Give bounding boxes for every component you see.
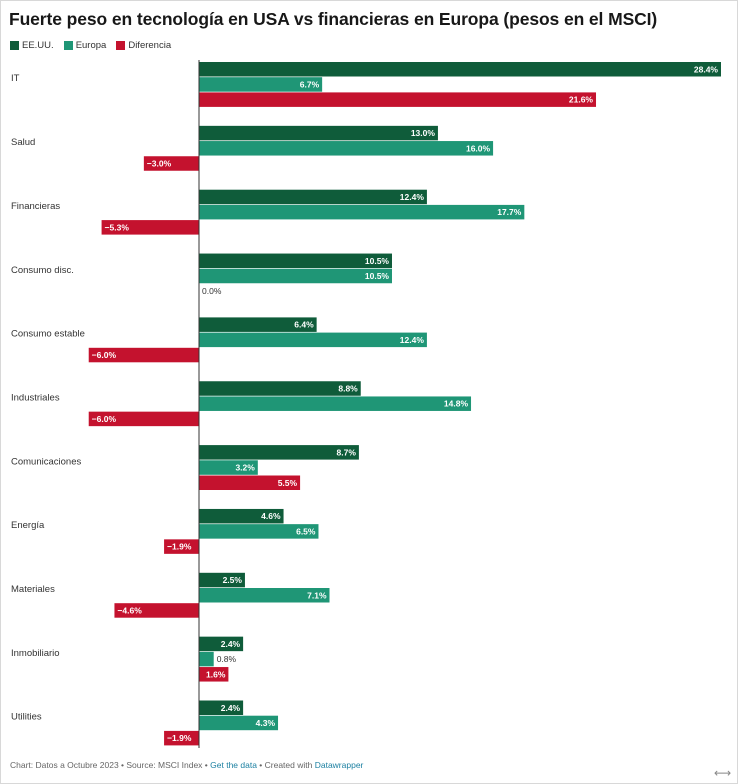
value-label-us-consumo-disc: 10.5% xyxy=(365,256,390,266)
bar-europe-energia xyxy=(199,524,319,539)
category-label-consumo-disc: Consumo disc. xyxy=(11,265,74,276)
legend-item-us: EE.UU. xyxy=(10,40,54,51)
bar-us-consumo-disc xyxy=(199,253,392,269)
category-label-comunicaciones: Comunicaciones xyxy=(11,456,81,467)
bar-us-utilities xyxy=(199,700,244,715)
value-label-us-it: 28.4% xyxy=(694,64,719,74)
bar-europe-utilities xyxy=(199,715,279,731)
bar-difference-energia xyxy=(164,539,199,554)
value-label-europe-materiales: 7.1% xyxy=(307,590,327,600)
value-label-difference-it: 21.6% xyxy=(569,95,594,105)
bar-difference-comunicaciones xyxy=(199,475,301,490)
legend-label-us: EE.UU. xyxy=(22,40,54,51)
bar-us-consumo-estable xyxy=(199,317,317,332)
value-label-europe-industriales: 14.8% xyxy=(444,399,469,409)
value-label-difference-inmobiliario: 1.6% xyxy=(206,669,226,679)
category-label-industriales: Industriales xyxy=(11,392,60,403)
legend-item-difference: Diferencia xyxy=(116,40,171,51)
legend-swatch-us xyxy=(10,41,19,50)
value-label-us-financieras: 12.4% xyxy=(400,192,425,202)
bar-us-energia xyxy=(199,508,284,524)
bar-difference-industriales xyxy=(88,411,199,427)
value-label-difference-comunicaciones: 5.5% xyxy=(278,478,298,488)
legend-label-difference: Diferencia xyxy=(128,40,172,51)
category-label-consumo-estable: Consumo estable xyxy=(11,329,85,340)
value-label-difference-consumo-disc: 0.0% xyxy=(202,286,222,296)
value-label-europe-utilities: 4.3% xyxy=(256,718,276,728)
bar-difference-financieras xyxy=(101,220,199,235)
bar-us-industriales xyxy=(199,381,361,396)
value-label-europe-financieras: 17.7% xyxy=(497,207,522,217)
value-label-difference-energia: −1.9% xyxy=(167,542,192,552)
value-label-difference-consumo-estable: −6.0% xyxy=(92,350,117,360)
chart-title: Fuerte peso en tecnología en USA vs fina… xyxy=(9,9,658,29)
value-label-us-consumo-estable: 6.4% xyxy=(294,320,314,330)
legend-swatch-difference xyxy=(116,41,126,50)
bar-europe-consumo-disc xyxy=(199,268,392,284)
category-label-energia: Energía xyxy=(11,520,45,531)
value-label-europe-salud: 16.0% xyxy=(466,143,491,153)
value-label-europe-comunicaciones: 3.2% xyxy=(235,463,255,473)
bar-difference-utilities xyxy=(164,730,199,746)
bar-europe-industriales xyxy=(199,396,472,411)
value-label-us-utilities: 2.4% xyxy=(221,703,241,713)
legend-item-europe: Europa xyxy=(63,40,107,51)
bar-us-salud xyxy=(199,125,438,141)
bar-europe-consumo-estable xyxy=(199,332,427,348)
bar-difference-it xyxy=(199,92,597,107)
resize-icon[interactable]: ⟷ xyxy=(714,766,732,780)
category-label-it: IT xyxy=(11,73,20,84)
value-label-difference-industriales: −6.0% xyxy=(92,414,117,424)
bar-difference-consumo-estable xyxy=(88,347,199,363)
value-label-europe-consumo-disc: 10.5% xyxy=(365,271,390,281)
get-the-data-link[interactable]: Get the data xyxy=(210,760,257,770)
legend-label-europe: Europa xyxy=(75,40,107,51)
value-label-europe-inmobiliario: 0.8% xyxy=(217,654,237,664)
value-label-difference-salud: −3.0% xyxy=(147,159,172,169)
bar-difference-salud xyxy=(143,156,199,171)
category-label-financieras: Financieras xyxy=(11,201,60,212)
bar-europe-salud xyxy=(199,141,494,156)
value-label-difference-financieras: −5.3% xyxy=(105,222,130,232)
value-label-us-industriales: 8.8% xyxy=(338,384,358,394)
bar-us-it xyxy=(199,62,721,77)
value-label-us-salud: 13.0% xyxy=(411,128,436,138)
footer-created: • Created with xyxy=(256,760,315,770)
bar-us-inmobiliario xyxy=(199,636,244,652)
value-label-us-inmobiliario: 2.4% xyxy=(221,639,241,649)
datawrapper-link[interactable]: Datawrapper xyxy=(314,760,364,770)
bar-europe-financieras xyxy=(199,204,525,220)
legend: EE.UU. Europa Diferencia xyxy=(10,40,171,51)
footer-source: Chart: Datos a Octubre 2023 • Source: MS… xyxy=(10,760,211,770)
value-label-us-comunicaciones: 8.7% xyxy=(337,447,357,457)
chart-footer: Chart: Datos a Octubre 2023 • Source: MS… xyxy=(10,760,363,770)
category-label-utilities: Utilities xyxy=(11,712,42,723)
bar-us-materiales xyxy=(199,572,245,588)
bar-difference-materiales xyxy=(114,603,199,618)
bar-europe-comunicaciones xyxy=(199,460,258,475)
category-label-inmobiliario: Inmobiliario xyxy=(11,648,60,659)
value-label-us-materiales: 2.5% xyxy=(223,575,243,585)
bar-us-financieras xyxy=(199,189,427,205)
value-label-difference-utilities: −1.9% xyxy=(167,733,192,743)
value-label-us-energia: 4.6% xyxy=(261,511,281,521)
bar-difference-inmobiliario xyxy=(199,667,229,682)
bar-europe-it xyxy=(199,77,323,92)
bar-us-comunicaciones xyxy=(199,445,359,460)
bar-europe-materiales xyxy=(199,588,330,603)
legend-swatch-europe xyxy=(63,41,73,50)
category-label-salud: Salud xyxy=(11,137,35,148)
value-label-europe-it: 6.7% xyxy=(300,79,320,89)
category-label-materiales: Materiales xyxy=(11,584,55,595)
bar-europe-inmobiliario xyxy=(199,651,214,667)
value-label-europe-energia: 6.5% xyxy=(296,526,316,536)
value-label-difference-materiales: −4.6% xyxy=(117,605,142,615)
value-label-europe-consumo-estable: 12.4% xyxy=(400,335,425,345)
